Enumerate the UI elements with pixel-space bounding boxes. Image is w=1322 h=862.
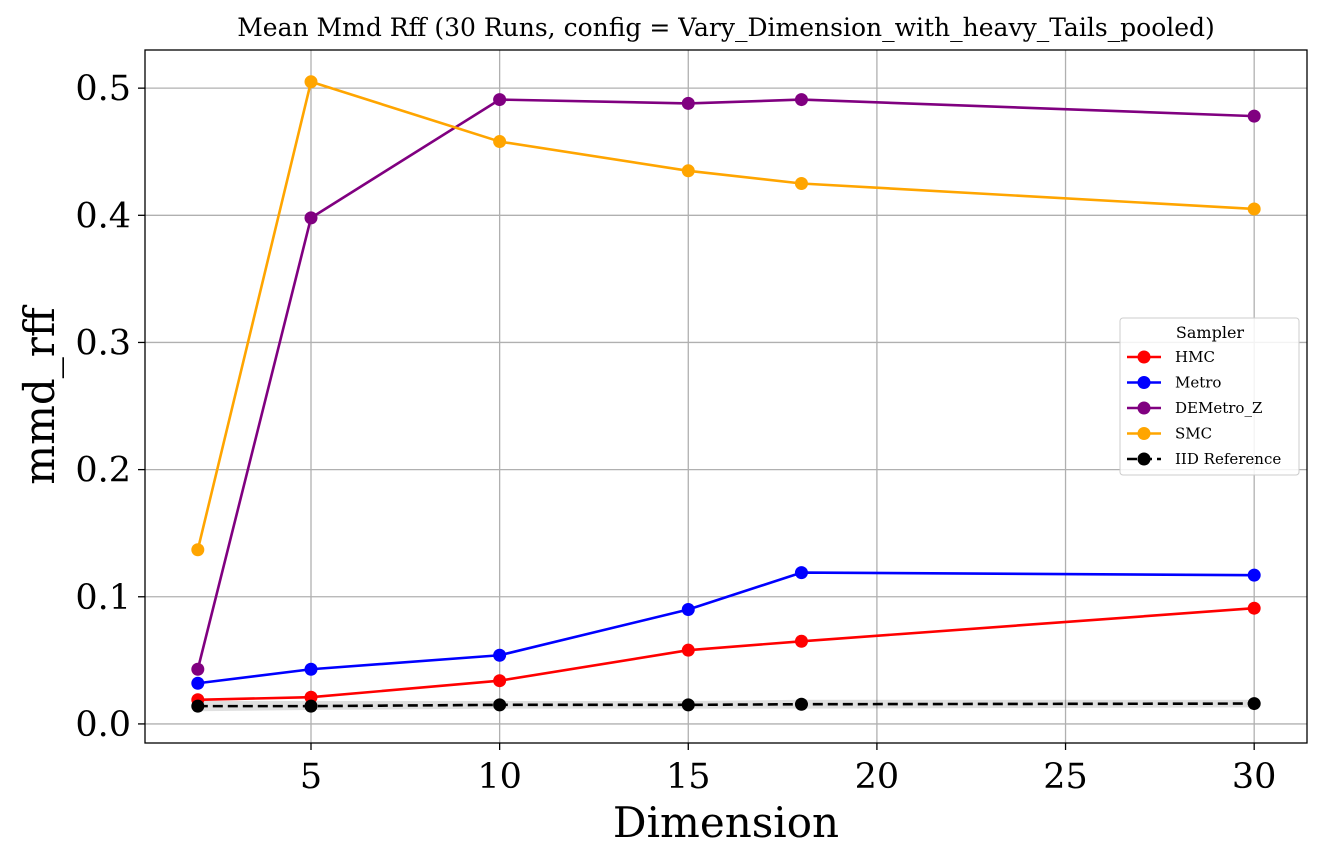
data-point-smc <box>794 177 808 191</box>
legend-marker-iid-reference <box>1137 452 1151 466</box>
data-point-smc <box>304 75 318 89</box>
legend-label-smc: SMC <box>1175 425 1212 443</box>
data-point-smc <box>493 135 507 149</box>
legend-title: Sampler <box>1176 323 1245 342</box>
data-point-hmc <box>493 674 507 688</box>
data-point-iid-reference <box>191 699 205 713</box>
data-point-smc <box>1247 202 1261 216</box>
legend-marker-hmc <box>1137 350 1151 364</box>
data-point-hmc <box>304 690 318 704</box>
x-tick-label: 5 <box>300 757 322 797</box>
chart-title: Mean Mmd Rff (30 Runs, config = Vary_Dim… <box>237 13 1215 42</box>
y-tick-label: 0.2 <box>75 451 131 491</box>
legend-label-demetro-z: DEMetro_Z <box>1175 399 1262 417</box>
legend-entries: HMC Metro DEMetro_Z SMC IID Reference <box>1127 348 1281 468</box>
data-point-demetro-z <box>304 211 318 225</box>
series-line-iid-reference <box>197 702 1255 708</box>
axis-ticks: 5 10 15 20 25 30 0.0 0.1 0.2 0.3 0.4 0.5 <box>75 69 1276 797</box>
series-line-hmc <box>197 606 1255 702</box>
data-point-iid-reference <box>1247 697 1261 711</box>
data-point-iid-reference <box>794 697 808 711</box>
y-tick-label: 0.4 <box>75 196 131 236</box>
data-point-iid-reference <box>493 698 507 712</box>
data-point-smc <box>681 164 695 178</box>
y-tick-label: 0.5 <box>75 69 131 109</box>
y-tick-label: 0.0 <box>75 705 131 745</box>
data-point-hmc <box>1247 601 1261 615</box>
series-layer <box>191 75 1261 713</box>
y-tick-label: 0.3 <box>75 323 131 363</box>
x-tick-label: 20 <box>855 757 900 797</box>
data-point-metro <box>493 648 507 662</box>
series-line-metro <box>197 571 1255 685</box>
data-point-metro <box>794 566 808 580</box>
legend-box <box>1119 317 1300 476</box>
data-point-iid-reference <box>304 699 318 713</box>
legend-marker-demetro-z <box>1137 401 1151 415</box>
data-point-demetro-z <box>1247 109 1261 123</box>
legend-label-iid-reference: IID Reference <box>1175 450 1281 468</box>
x-tick-label: 15 <box>666 757 711 797</box>
data-point-hmc <box>794 634 808 648</box>
data-point-metro <box>1247 568 1261 582</box>
x-tick-label: 25 <box>1043 757 1088 797</box>
legend-marker-smc <box>1137 427 1151 440</box>
data-point-demetro-z <box>794 93 808 107</box>
data-point-metro <box>681 602 695 616</box>
legend-label-hmc: HMC <box>1175 348 1215 366</box>
data-point-demetro-z <box>493 93 507 107</box>
data-point-iid-reference <box>681 698 695 712</box>
plot-frame <box>144 49 1308 744</box>
data-point-metro <box>304 662 318 676</box>
legend: Sampler HMC Metro DEMetro_Z SMC IID Referenc… <box>1119 317 1300 476</box>
x-axis-label: Dimension <box>613 798 839 847</box>
legend-marker-metro <box>1137 376 1151 389</box>
legend-label-metro: Metro <box>1175 374 1221 392</box>
data-point-demetro-z <box>681 96 695 110</box>
x-tick-label: 10 <box>477 757 522 797</box>
series-line-demetro-z <box>196 98 1255 670</box>
x-tick-label: 30 <box>1232 757 1277 797</box>
data-point-smc <box>191 543 205 557</box>
series-line-smc <box>196 80 1255 551</box>
y-axis-label: mmd_rff <box>15 304 64 485</box>
data-point-demetro-z <box>191 662 205 676</box>
data-point-metro <box>191 676 205 690</box>
y-tick-label: 0.1 <box>75 578 131 618</box>
data-point-hmc <box>681 643 695 657</box>
